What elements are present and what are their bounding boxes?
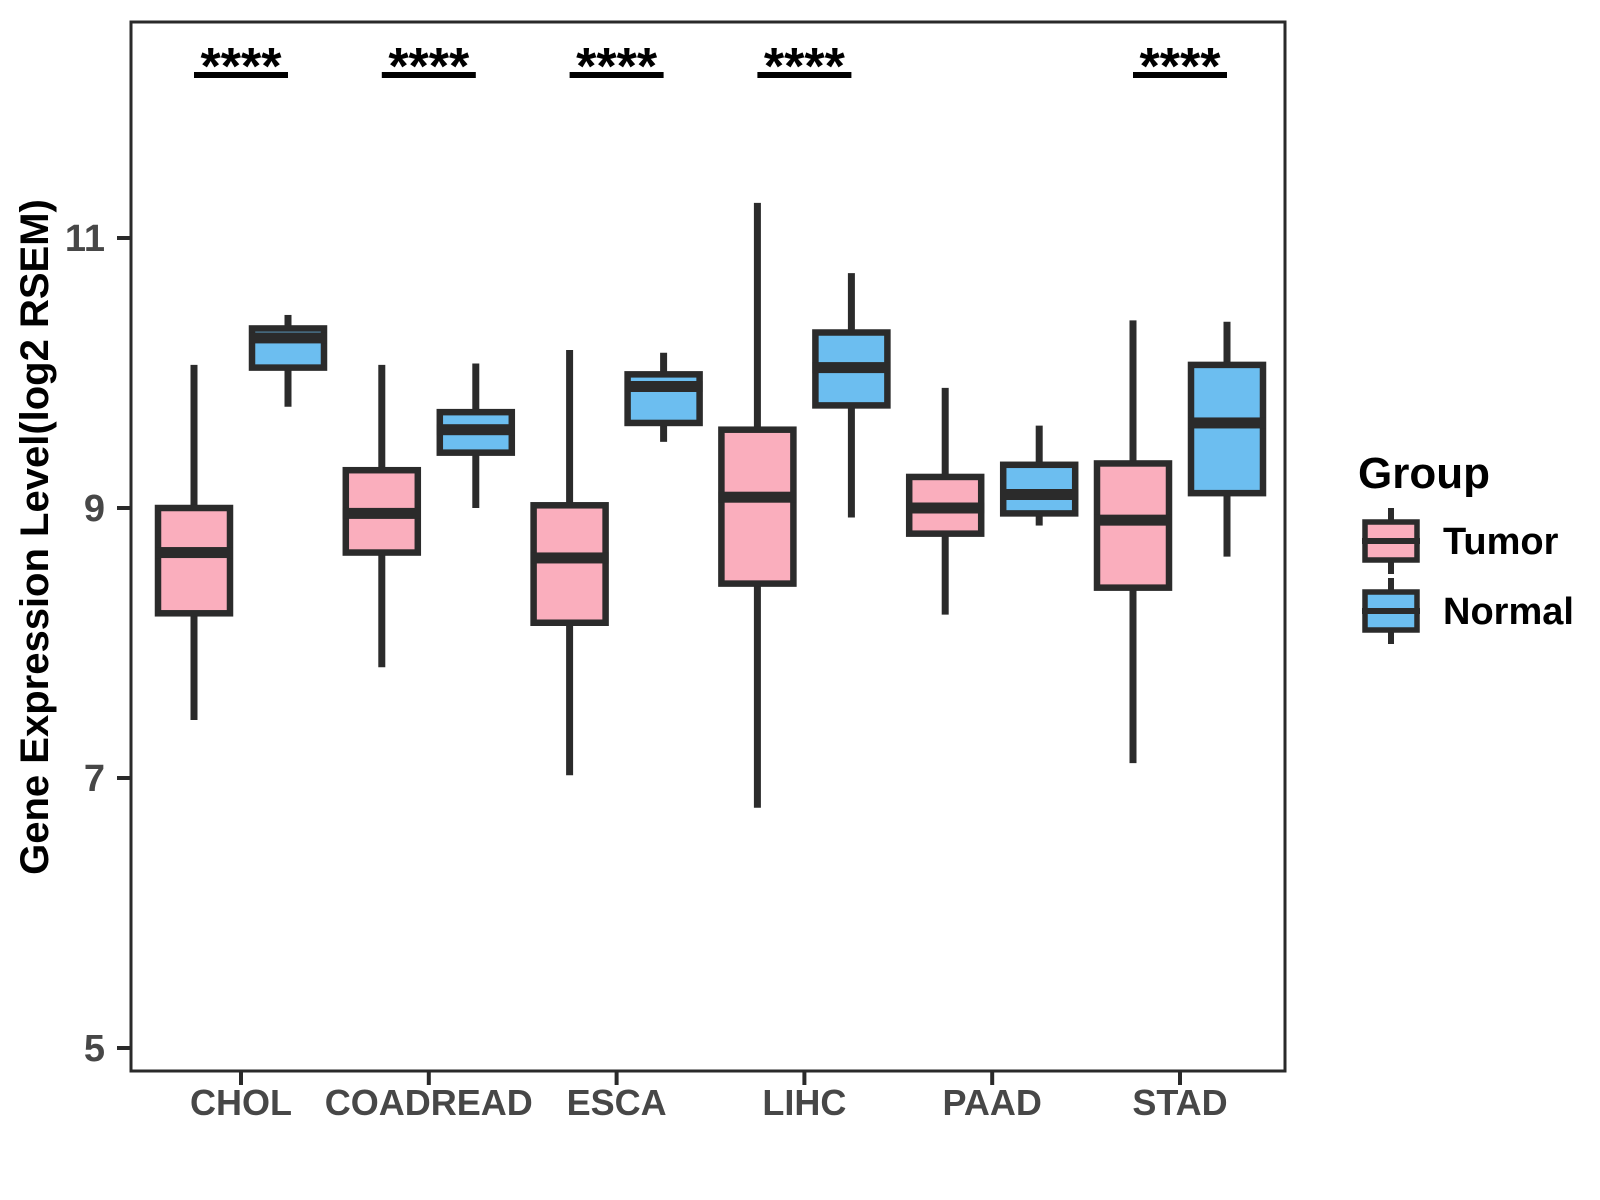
box-group-ESCA-Tumor: [530, 350, 609, 776]
y-tick-label: 9: [84, 488, 105, 530]
x-tick-label: LIHC: [762, 1082, 846, 1123]
significance-bar: [194, 72, 288, 78]
median-line: [1094, 514, 1172, 526]
significance-bar: [381, 72, 476, 78]
significance-bar: [757, 72, 852, 78]
median-line: [1000, 489, 1079, 500]
significance-stars: ****: [764, 38, 846, 96]
box-group-COADREAD-Tumor: [342, 364, 422, 668]
legend-entry-label: Normal: [1443, 591, 1574, 633]
x-tick-label: COADREAD: [325, 1082, 533, 1123]
median-line: [530, 552, 609, 564]
box-group-PAAD-Tumor: [905, 387, 985, 615]
y-axis: 5 7 9 11: [65, 218, 131, 1070]
significance-CHOL: ****: [194, 38, 288, 96]
box-group-STAD-Normal: [1187, 321, 1267, 557]
x-tick-label: STAD: [1132, 1082, 1227, 1123]
box: [1187, 361, 1267, 497]
legend-title: Group: [1358, 449, 1490, 498]
panel-border: [129, 20, 1287, 1073]
median-line: [436, 424, 515, 436]
box-group-CHOL-Tumor: [154, 364, 234, 720]
significance-stars: ****: [576, 38, 658, 96]
significance-STAD: ****: [1133, 38, 1227, 96]
y-tick-label: 5: [84, 1028, 105, 1070]
median-line: [718, 491, 797, 503]
box: [248, 325, 328, 371]
legend-entry-label: Tumor: [1443, 521, 1559, 563]
y-axis-title: Gene Expression Level(log2 RSEM): [13, 199, 57, 875]
significance-bar: [1133, 72, 1227, 78]
median-line: [812, 362, 891, 374]
significance-stars: ****: [201, 38, 283, 96]
box-group-ESCA-Normal: [624, 352, 703, 442]
box: [530, 502, 609, 626]
significance-LIHC: ****: [757, 38, 852, 96]
box-group-LIHC-Normal: [812, 273, 891, 518]
x-tick-label: PAAD: [943, 1082, 1042, 1123]
legend-entry-normal: Normal: [1362, 578, 1574, 644]
significance-ESCA: ****: [569, 38, 664, 96]
median-line: [624, 381, 703, 392]
median-line: [906, 502, 985, 514]
x-tick-label: ESCA: [567, 1082, 667, 1123]
median-line: [249, 332, 327, 344]
median-line: [342, 507, 421, 519]
box-group-PAAD-Normal: [999, 425, 1079, 526]
box-group-LIHC-Tumor: [718, 202, 797, 808]
box-group-COADREAD-Normal: [436, 363, 516, 508]
box-group-STAD-Tumor: [1093, 320, 1173, 764]
x-tick-label: CHOL: [190, 1082, 292, 1123]
y-tick-label: 7: [84, 758, 105, 800]
significance-stars: ****: [388, 38, 470, 96]
significance-stars: ****: [1140, 38, 1222, 96]
legend: Group Tumor Normal: [1358, 449, 1574, 644]
box: [718, 426, 797, 587]
significance-bar: [569, 72, 664, 78]
median-line: [1188, 417, 1266, 429]
box: [154, 504, 234, 617]
median-line: [155, 547, 233, 559]
x-axis: CHOL COADREAD ESCA LIHC PAAD STAD: [190, 1071, 1228, 1123]
box-group-CHOL-Normal: [248, 314, 328, 407]
significance-COADREAD: ****: [381, 38, 476, 96]
y-tick-label: 11: [65, 218, 105, 260]
legend-entry-tumor: Tumor: [1362, 508, 1559, 574]
